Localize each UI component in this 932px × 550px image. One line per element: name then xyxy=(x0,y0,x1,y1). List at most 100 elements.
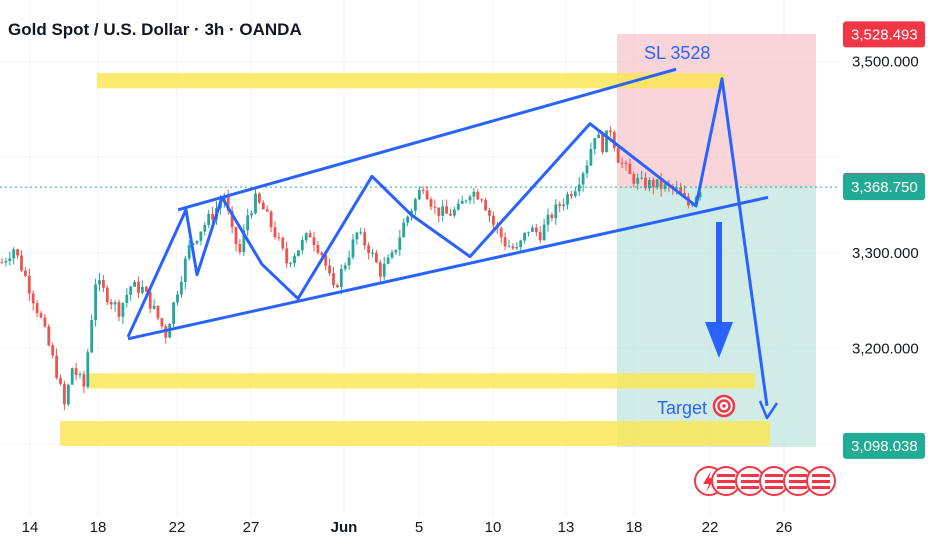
candle-body xyxy=(343,265,347,269)
candle-body xyxy=(277,237,281,239)
candle-body xyxy=(12,249,16,259)
candle-body xyxy=(70,368,74,385)
candle-body xyxy=(698,192,702,197)
candle-body xyxy=(226,196,230,211)
x-tick-label: 13 xyxy=(558,519,575,536)
candle-body xyxy=(63,383,66,405)
candle-body xyxy=(144,286,148,292)
candle-body xyxy=(542,224,546,241)
candle-body xyxy=(480,199,484,201)
candle-body xyxy=(148,291,152,309)
candle-body xyxy=(441,206,445,216)
candle-body xyxy=(176,294,179,303)
candle-body xyxy=(659,179,663,189)
x-tick-label: 27 xyxy=(243,519,260,536)
yellow-zone[interactable] xyxy=(88,373,755,389)
candle-body xyxy=(8,258,12,262)
candle-body xyxy=(398,237,402,250)
price-channel[interactable] xyxy=(127,67,769,341)
candle-body xyxy=(230,210,234,228)
candle-body xyxy=(515,247,519,249)
candle-body xyxy=(207,213,211,225)
candle-body xyxy=(339,268,343,288)
candle-body xyxy=(449,213,452,216)
candle-body xyxy=(180,282,183,295)
candle-body xyxy=(433,206,437,208)
x-tick-label: 14 xyxy=(22,519,39,536)
candle-body xyxy=(425,190,429,200)
candle-body xyxy=(31,293,35,304)
us-flag-icon[interactable] xyxy=(806,466,836,496)
channel-lower-line[interactable] xyxy=(127,195,769,341)
x-tick-label: 26 xyxy=(776,519,793,536)
candle-body xyxy=(492,215,495,225)
yellow-zone[interactable] xyxy=(60,421,770,446)
candle-body xyxy=(59,377,62,384)
candle-body xyxy=(648,179,651,189)
candle-body xyxy=(94,284,97,321)
zigzag-pattern-line[interactable] xyxy=(126,77,769,407)
candle-body xyxy=(55,355,58,378)
candle-body xyxy=(242,230,246,253)
candle-body xyxy=(129,286,133,295)
candle-body xyxy=(484,200,487,211)
chart-title: Gold Spot / U.S. Dollar · 3h · OANDA xyxy=(8,20,302,39)
candle-body xyxy=(250,213,253,216)
candle-body xyxy=(16,249,19,256)
candle-body xyxy=(453,209,456,216)
target-projection-arrow[interactable] xyxy=(758,400,779,420)
candle-body xyxy=(187,245,191,259)
candle-body xyxy=(24,270,27,276)
y-tick-label: 3,300.000 xyxy=(852,245,919,262)
candle-body xyxy=(0,262,4,264)
candle-body xyxy=(246,215,250,231)
price-badge xyxy=(843,174,925,201)
candle-body xyxy=(121,302,125,317)
target-icon xyxy=(712,394,736,418)
flash-glyph-icon xyxy=(703,471,715,492)
candle-body xyxy=(628,163,632,175)
candle-body xyxy=(82,374,86,387)
candle-body xyxy=(538,232,542,241)
candle-body xyxy=(499,228,503,238)
candle-body xyxy=(27,275,31,294)
x-tick-label: 5 xyxy=(415,519,423,536)
stop-loss-label: SL 3528 xyxy=(644,43,710,63)
channel-upper-line[interactable] xyxy=(177,67,677,212)
candle-body xyxy=(125,294,129,303)
candle-body xyxy=(308,233,312,238)
candle-body xyxy=(137,281,140,293)
candle-body xyxy=(367,245,370,254)
candle-body xyxy=(476,191,480,200)
us-flag-icon[interactable] xyxy=(735,466,765,496)
candle-body xyxy=(589,149,593,166)
candle-body xyxy=(316,245,320,253)
y-tick-label: 3,200.000 xyxy=(852,340,919,357)
candle-body xyxy=(585,165,589,174)
candlesticks xyxy=(0,126,702,411)
candle-body xyxy=(66,384,70,405)
candle-body xyxy=(534,227,538,233)
candle-body xyxy=(160,318,164,327)
candle-body xyxy=(550,214,554,219)
candle-body xyxy=(527,231,530,233)
candle-body xyxy=(683,192,686,197)
candle-body xyxy=(74,368,78,376)
candle-body xyxy=(238,244,242,253)
down-arrow-icon[interactable] xyxy=(705,222,733,358)
candle-body xyxy=(312,237,316,246)
x-tick-label: 22 xyxy=(169,519,186,536)
economic-events-icons[interactable] xyxy=(694,466,836,496)
candle-body xyxy=(273,227,277,238)
candle-body xyxy=(562,204,565,207)
yellow-zone[interactable] xyxy=(97,73,725,89)
candle-body xyxy=(332,273,335,286)
candle-body xyxy=(570,194,573,197)
candle-body xyxy=(183,258,187,283)
candle-body xyxy=(620,162,624,164)
candle-body xyxy=(351,239,355,258)
candle-body xyxy=(359,232,363,234)
candle-body xyxy=(43,317,47,327)
candle-body xyxy=(47,326,51,346)
